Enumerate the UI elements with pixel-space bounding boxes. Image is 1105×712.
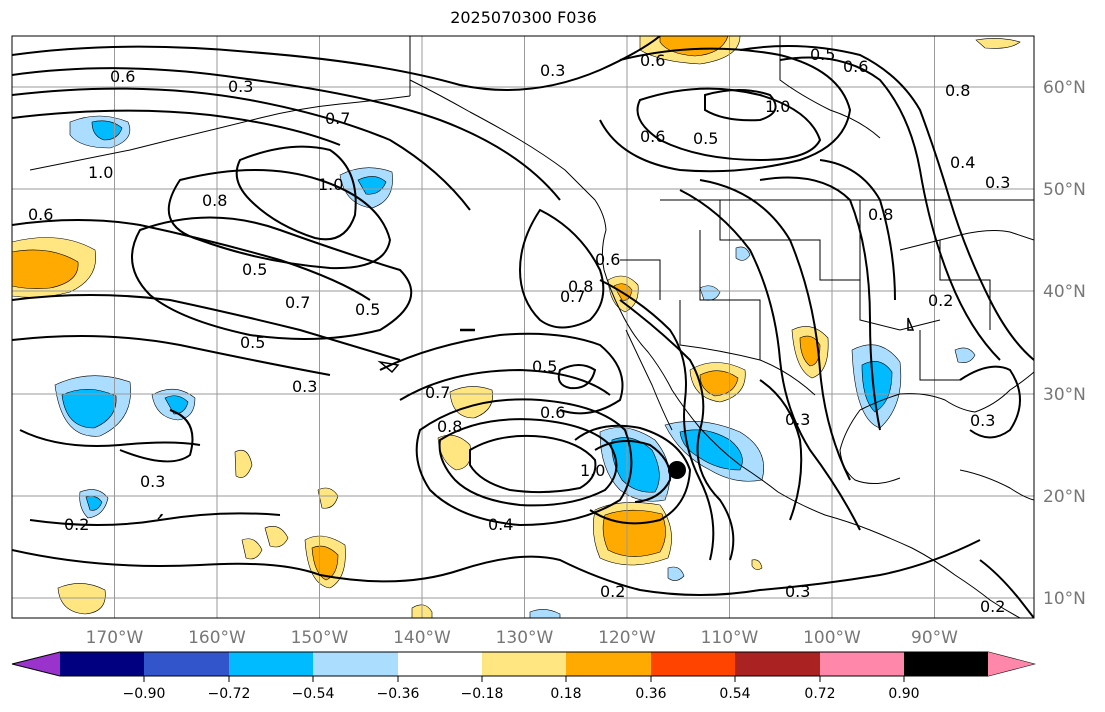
contour-label: 0.6 (843, 57, 868, 76)
colorbar-tick-label: −0.72 (208, 686, 251, 702)
contour-label: 0.3 (970, 411, 995, 430)
lat-labels: 60°N 50°N 40°N 30°N 20°N 10°N (1043, 78, 1086, 609)
contour-label: 0.3 (228, 77, 253, 96)
lat-label-30n: 30°N (1043, 385, 1086, 405)
contour-label: 0.8 (437, 417, 462, 436)
contour-label: 1.0 (580, 461, 605, 480)
contour-label: 0.7 (285, 293, 310, 312)
lon-labels: 170°W 160°W 150°W 140°W 130°W 120°W 110°… (86, 628, 959, 648)
colorbar-tick-label: 0.36 (635, 686, 666, 702)
contour-label: 1.0 (765, 97, 790, 116)
colorbar-tick-label: −0.18 (461, 686, 504, 702)
contour-label: 0.3 (985, 173, 1010, 192)
contour-label: 0.4 (488, 515, 513, 534)
colorbar-segment (566, 652, 651, 676)
storm-center-marker (668, 461, 686, 479)
colorbar-segment (313, 652, 398, 676)
colorbar-tick-label: 0.90 (888, 686, 919, 702)
contour-label: 0.2 (600, 582, 625, 601)
colorbar-segments (11, 651, 1036, 677)
contour-label: 0.2 (928, 291, 953, 310)
contour-label: 0.7 (560, 287, 585, 306)
colorbar-segment (229, 652, 313, 676)
contour-label: 0.7 (425, 383, 450, 402)
contour-label: 0.6 (110, 67, 135, 86)
lat-label-60n: 60°N (1043, 78, 1086, 98)
lon-label-100w: 100°W (803, 628, 861, 648)
lat-label-20n: 20°N (1043, 487, 1086, 507)
lon-label-150w: 150°W (291, 628, 349, 648)
lon-label-130w: 130°W (496, 628, 554, 648)
lat-label-40n: 40°N (1043, 282, 1086, 302)
contour-lines (12, 36, 1034, 618)
lat-label-50n: 50°N (1043, 180, 1086, 200)
lon-label-110w: 110°W (701, 628, 759, 648)
contour-label: 0.5 (810, 45, 835, 64)
colorbar-tick-label: 0.54 (719, 686, 750, 702)
contour-labels: 0.3 0.6 0.7 1.0 0.8 0.6 0.5 0.7 0.5 0.5 … (28, 45, 1010, 616)
contour-label: 0.6 (595, 250, 620, 269)
contour-label: 0.7 (325, 109, 350, 128)
colorbar-segment (904, 652, 988, 676)
lon-label-170w: 170°W (86, 628, 144, 648)
colorbar-tick-label: −0.54 (292, 686, 335, 702)
coastlines (29, 36, 1034, 618)
contour-label: 0.8 (202, 191, 227, 210)
contour-label: 0.3 (292, 377, 317, 396)
contour-label: 0.5 (693, 129, 718, 148)
lon-label-120w: 120°W (598, 628, 656, 648)
map-frame (11, 35, 1035, 619)
colorbar-tick-label: 0.72 (804, 686, 835, 702)
contour-label: 0.6 (28, 205, 53, 224)
lat-label-10n: 10°N (1043, 589, 1086, 609)
colorbar-tick-label: −0.90 (123, 686, 166, 702)
colorbar-segment (482, 652, 566, 676)
colorbar-segment (60, 652, 144, 676)
colorbar-segment (820, 652, 904, 676)
map-panel: 0.3 0.6 0.7 1.0 0.8 0.6 0.5 0.7 0.5 0.5 … (12, 36, 1034, 618)
contour-label: 0.6 (640, 127, 665, 146)
contour-label: 0.2 (64, 515, 89, 534)
gridlines (12, 36, 1034, 618)
contour-label: 1.0 (318, 175, 343, 194)
contour-label: 0.5 (242, 260, 267, 279)
contour-label: 0.3 (785, 582, 810, 601)
lon-label-90w: 90°W (911, 628, 958, 648)
colorbar-segment (651, 652, 735, 676)
contour-label: 0.5 (355, 300, 380, 319)
contour-label: 1.0 (88, 163, 113, 182)
colorbar-segment (735, 652, 820, 676)
contour-label: 0.5 (240, 333, 265, 352)
colorbar-arrow-right (988, 652, 1034, 676)
contour-label: 0.5 (532, 357, 557, 376)
colorbar-tick-labels: −0.90 −0.72 −0.54 −0.36 −0.18 0.18 0.36 … (123, 686, 920, 702)
lon-label-160w: 160°W (188, 628, 246, 648)
contour-label: 0.6 (640, 51, 665, 70)
contour-label: 0.8 (868, 205, 893, 224)
colorbar-arrow-left (12, 652, 60, 676)
colorbar-tick-label: 0.18 (550, 686, 581, 702)
colorbar-segment (144, 652, 229, 676)
colorbar-segment (398, 652, 482, 676)
contour-label: 0.3 (785, 410, 810, 429)
map-title: 2025070300 F036 (450, 8, 597, 27)
contour-label: 0.4 (950, 153, 975, 172)
contour-label: 0.8 (568, 277, 593, 296)
contour-label: 0.6 (540, 403, 565, 422)
contour-label: 0.2 (980, 597, 1005, 616)
contour-label: 0.3 (540, 61, 565, 80)
lon-label-140w: 140°W (393, 628, 451, 648)
shaded-patches (12, 36, 1021, 618)
contour-label: 0.3 (140, 472, 165, 491)
contour-label: 0.8 (945, 81, 970, 100)
colorbar-tick-label: −0.36 (377, 686, 420, 702)
colorbar: −0.90 −0.72 −0.54 −0.36 −0.18 0.18 0.36 … (11, 651, 1036, 702)
